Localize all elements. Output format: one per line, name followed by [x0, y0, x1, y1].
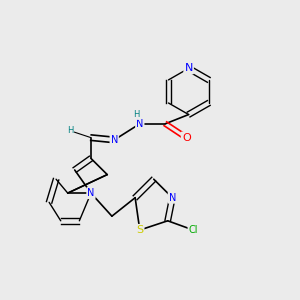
Text: H: H	[133, 110, 140, 119]
Text: Cl: Cl	[188, 225, 198, 235]
Text: N: N	[87, 188, 95, 198]
Text: H: H	[67, 126, 73, 135]
Text: N: N	[169, 193, 176, 203]
Text: O: O	[182, 133, 191, 142]
Text: N: N	[110, 135, 118, 145]
Text: N: N	[184, 63, 193, 73]
Text: S: S	[136, 225, 143, 235]
Text: N: N	[136, 119, 143, 129]
